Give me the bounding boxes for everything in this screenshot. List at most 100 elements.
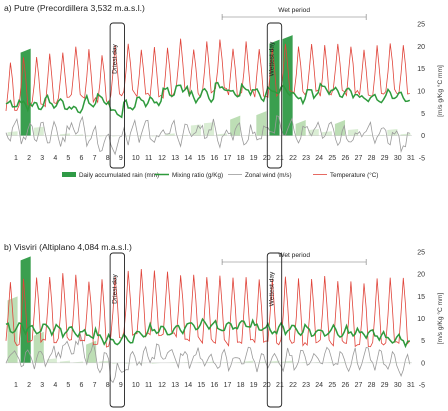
chart0-rain-bar-day-23: [295, 120, 306, 136]
chart0-series-mixing-ratio: [5, 81, 411, 119]
chart0-ytick--5: -5: [419, 156, 425, 163]
chart0-rain-bar-day-27: [348, 128, 359, 136]
chart1-ytick-15: 15: [417, 294, 425, 301]
chart1-rain-bar-day-5: [59, 360, 70, 363]
chart1-ytick-0: 0: [421, 360, 425, 367]
legend-swatch-rain: [62, 172, 76, 177]
chart0-xtick-18: 18: [237, 155, 245, 162]
chart1-rain-bar-day-1: [7, 296, 18, 363]
chart1-ytick-10: 10: [417, 316, 425, 323]
chart0-ytick-5: 5: [421, 111, 425, 118]
chart1-xtick-23: 23: [302, 382, 310, 389]
chart1-xtick-11: 11: [145, 382, 152, 389]
chart1-ytick-20: 20: [417, 272, 425, 279]
chart0-rain-bar-day-31: [400, 133, 411, 136]
chart1-xtick-5: 5: [66, 382, 70, 389]
chart1-xtick-24: 24: [315, 382, 323, 389]
chart0-wettest-day-label: Wettest day: [268, 41, 275, 76]
chart0-xtick-8: 8: [106, 155, 110, 162]
chart0-xtick-13: 13: [171, 155, 179, 162]
chart0-rain-bar-day-6: [72, 134, 84, 136]
legend-label-0: Daily accumulated rain (mm): [79, 172, 159, 179]
chart1-xtick-3: 3: [40, 382, 44, 389]
chart0-rain-bar-day-20: [256, 111, 267, 136]
chart0-xtick-16: 16: [211, 155, 219, 162]
chart1-wettest-day-box: [266, 252, 283, 408]
chart1-xtick-31: 31: [407, 382, 415, 389]
chart1-driest-day-label: Driest day: [111, 273, 118, 303]
chart0-rain-bar-day-3: [33, 126, 44, 136]
chart0-series-temperature: [5, 38, 410, 112]
chart1-rain-bar-day-12: [151, 362, 162, 364]
chart0-xtick-29: 29: [381, 155, 389, 162]
chart1-rain-bar-day-21: [269, 360, 280, 363]
chart1-xtick-8: 8: [106, 382, 110, 389]
chart0-ytick-10: 10: [417, 89, 425, 96]
chart0-rain-bar-day-18: [230, 115, 241, 136]
chart0-xtick-27: 27: [355, 155, 363, 162]
chart1-series-zonal-wind: [5, 333, 411, 384]
chart1-xtick-25: 25: [328, 382, 336, 389]
chart0-rain-bar-day-2: [20, 48, 31, 136]
chart0-xtick-6: 6: [80, 155, 84, 162]
chart0-xtick-21: 21: [276, 155, 284, 162]
chart1-xtick-14: 14: [184, 382, 192, 389]
chart1-rain-bar-day-4: [46, 358, 57, 363]
chart1-driest-day-box: [109, 252, 125, 408]
chart0-xtick-5: 5: [66, 155, 70, 162]
chart1-xtick-15: 15: [197, 382, 205, 389]
chart0-rain-bar-day-13: [164, 133, 175, 136]
chart0-rain-bar-day-25: [321, 131, 332, 136]
chart1-title: b) Visviri (Altiplano 4,084 m.a.s.l.): [4, 242, 132, 252]
chart0-xtick-28: 28: [368, 155, 376, 162]
chart0-title: a) Putre (Precordillera 3,532 m.a.s.l.): [4, 3, 145, 13]
chart0-xtick-17: 17: [224, 155, 232, 162]
chart0-wet-period-label: Wet period: [278, 7, 310, 14]
chart0-xtick-19: 19: [250, 155, 258, 162]
chart0-rain-bar-day-9: [112, 135, 123, 137]
chart0-ytick-20: 20: [417, 44, 425, 51]
chart0-rain-bar-day-7: [86, 135, 97, 137]
chart1-ylabel: [m/s g/Kg °C mm]: [436, 292, 444, 344]
chart0-ytick-25: 25: [417, 22, 425, 29]
chart1-xtick-22: 22: [289, 382, 297, 389]
chart1-ytick-5: 5: [421, 338, 425, 345]
chart0-xtick-24: 24: [315, 155, 323, 162]
chart0-rain-bar-day-22: [282, 35, 293, 136]
chart0-xtick-10: 10: [132, 155, 140, 162]
chart1-rain-bar-day-8: [99, 360, 110, 363]
chart1-xtick-6: 6: [80, 382, 84, 389]
chart1-rain-bar-day-22: [282, 360, 293, 363]
chart1-xtick-28: 28: [368, 382, 376, 389]
legend-label-2: Zonal wind (m/s): [245, 172, 292, 179]
chart1-xtick-12: 12: [158, 382, 166, 389]
chart0-ytick-15: 15: [417, 66, 425, 73]
chart1-rain-bar-day-11: [138, 362, 149, 364]
chart1-xtick-1: 1: [14, 382, 18, 389]
chart0-xtick-3: 3: [40, 155, 44, 162]
legend-label-1: Mixing ratio (g/Kg): [172, 172, 223, 179]
chart0-rain-bar-day-17: [217, 133, 228, 136]
chart1-xtick-30: 30: [394, 382, 402, 389]
chart0-rain-bar-day-15: [190, 124, 201, 136]
chart0-rain-bar-day-21: [269, 39, 280, 136]
chart0-xtick-12: 12: [158, 155, 166, 162]
chart0-wettest-day-box: [266, 22, 283, 169]
chart0-driest-day-label: Driest day: [111, 43, 118, 73]
chart1-wettest-day-label: Wettest day: [268, 271, 275, 306]
chart0-ylabel: [m/s g/Kg °C mm]: [436, 65, 444, 117]
chart0-xtick-1: 1: [14, 155, 18, 162]
chart0-xtick-15: 15: [197, 155, 205, 162]
chart1-xtick-18: 18: [237, 382, 245, 389]
chart0-ytick-0: 0: [421, 133, 425, 140]
chart0-series-zonal-wind: [5, 115, 410, 156]
chart1-xtick-13: 13: [171, 382, 179, 389]
chart0-rain-bar-day-10: [125, 135, 136, 137]
chart1-xtick-7: 7: [93, 382, 97, 389]
chart0-rain-bar-day-1: [7, 131, 18, 136]
chart1-rain-bar-day-6: [72, 361, 84, 363]
chart1-xtick-26: 26: [341, 382, 349, 389]
chart0-rain-bar-day-5: [59, 133, 70, 136]
chart1-xtick-19: 19: [250, 382, 258, 389]
